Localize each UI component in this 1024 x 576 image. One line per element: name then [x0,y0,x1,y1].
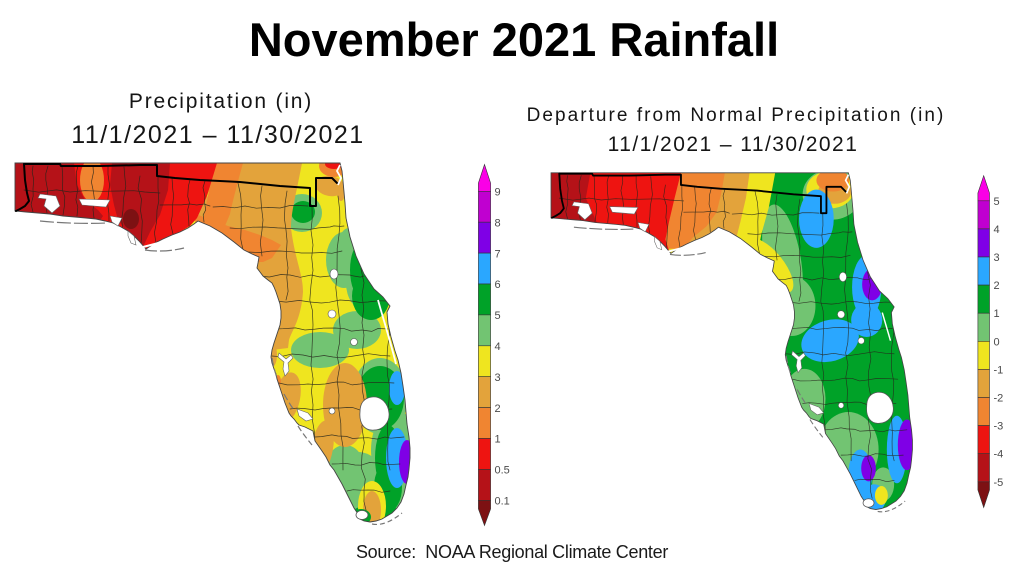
svg-text:-1: -1 [994,364,1004,376]
svg-text:0: 0 [994,336,1000,348]
svg-text:3: 3 [495,372,501,384]
svg-text:3: 3 [994,252,1000,264]
svg-text:6: 6 [495,279,501,291]
svg-text:8: 8 [495,217,501,229]
svg-text:9: 9 [495,187,501,199]
svg-text:5: 5 [994,196,1000,208]
svg-text:7: 7 [495,248,501,260]
svg-text:2: 2 [495,403,501,415]
svg-text:0.5: 0.5 [495,465,510,477]
svg-text:-5: -5 [994,477,1004,489]
svg-text:5: 5 [495,310,501,322]
svg-text:1: 1 [495,434,501,446]
svg-text:0.1: 0.1 [495,496,510,508]
svg-text:-3: -3 [994,421,1004,433]
svg-text:-4: -4 [994,449,1004,461]
svg-text:4: 4 [495,341,501,353]
svg-text:1: 1 [994,308,1000,320]
svg-text:-2: -2 [994,393,1004,405]
svg-text:2: 2 [994,280,1000,292]
svg-text:4: 4 [994,224,1000,236]
